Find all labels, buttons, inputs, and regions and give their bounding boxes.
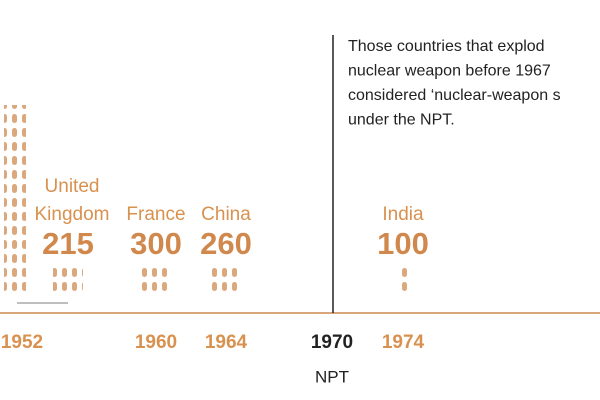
warhead-icons (211, 268, 241, 296)
year: 1974 (382, 332, 425, 353)
year: 1952 (1, 332, 43, 353)
year: 1964 (205, 332, 248, 353)
warhead-count: 300 (130, 226, 182, 261)
warhead-icons (398, 268, 408, 296)
warhead-count: 100 (377, 226, 429, 261)
note-line: nuclear weapon before 1967 (348, 63, 551, 80)
country-name: Kingdom (35, 204, 110, 225)
warhead-icons (141, 268, 171, 296)
country-name: United (45, 176, 100, 197)
note-line: considered ‘nuclear-weapon s (348, 87, 561, 104)
note-line: under the NPT. (348, 112, 455, 129)
country-name: China (201, 204, 251, 225)
warhead-count: 215 (42, 226, 94, 261)
warhead-icons (53, 268, 83, 296)
npt-label: NPT (315, 367, 349, 386)
warhead-count: 260 (200, 226, 252, 261)
country-name: India (382, 204, 424, 225)
country-name: France (126, 204, 185, 225)
note-line: Those countries that explod (348, 38, 545, 55)
npt-year: 1970 (311, 332, 353, 353)
year: 1960 (135, 332, 177, 353)
warhead-icons (4, 105, 26, 295)
